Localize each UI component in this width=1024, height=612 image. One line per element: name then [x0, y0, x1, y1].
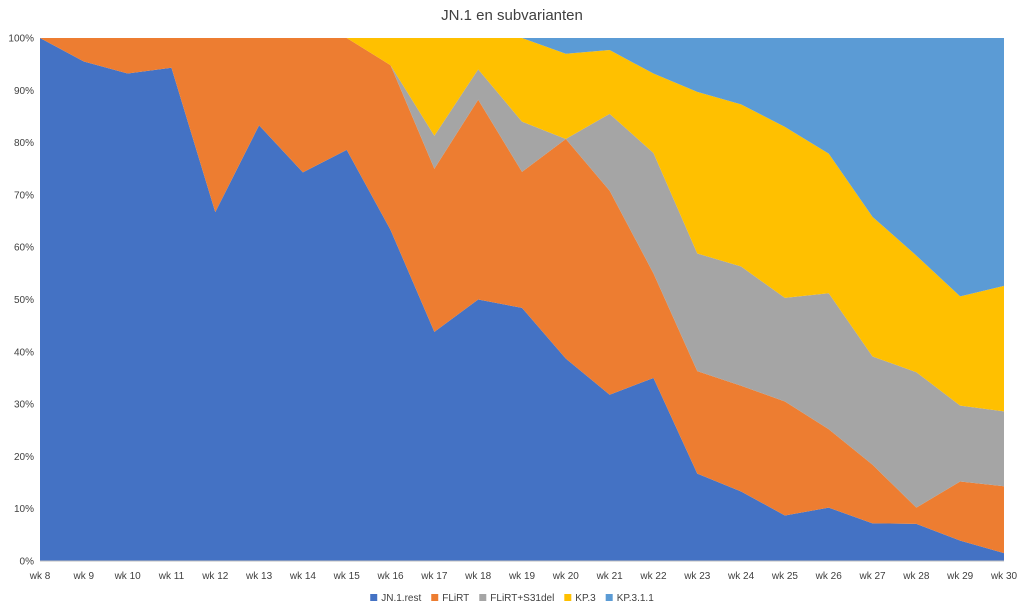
x-tick-label: wk 20: [552, 571, 580, 582]
area-flirt-s31del: [40, 38, 1004, 508]
y-tick-label: 70%: [14, 190, 34, 201]
x-tick-label: wk 13: [245, 571, 273, 582]
area-series-group: [40, 38, 1004, 561]
legend-swatch: [564, 594, 572, 601]
chart-title: JN.1 en subvarianten: [441, 7, 583, 24]
x-axis-ticks: wk 8 wk 9 wk 10 wk 11 wk 12 wk 13 wk 14 wk 15 wk…: [29, 571, 1018, 582]
y-tick-label: 90%: [14, 86, 34, 97]
y-tick-label: 10%: [14, 504, 34, 515]
x-tick-label: wk 22: [639, 571, 667, 582]
legend-swatch: [370, 594, 378, 601]
x-tick-label: wk 9: [73, 571, 95, 582]
x-tick-label: wk 21: [596, 571, 624, 582]
y-tick-label: 30%: [14, 400, 34, 411]
x-tick-label: wk 25: [771, 571, 799, 582]
y-tick-label: 40%: [14, 347, 34, 358]
legend: JN.1.rest FLiRT FLiRT+S31del KP.3 KP.3.1.1: [370, 593, 654, 604]
x-tick-label: wk 30: [990, 571, 1018, 582]
x-tick-label: wk 12: [201, 571, 229, 582]
area-kp-3: [40, 38, 1004, 412]
x-tick-label: wk 23: [683, 571, 711, 582]
x-tick-label: wk 18: [464, 571, 492, 582]
y-tick-label: 100%: [8, 34, 34, 45]
x-tick-label: wk 8: [29, 571, 51, 582]
x-tick-label: wk 15: [333, 571, 361, 582]
x-tick-label: wk 24: [727, 571, 755, 582]
x-tick-label: wk 16: [376, 571, 404, 582]
x-tick-label: wk 27: [858, 571, 886, 582]
x-tick-label: wk 10: [114, 571, 142, 582]
x-tick-label: wk 19: [508, 571, 536, 582]
legend-label: KP.3: [575, 593, 596, 604]
legend-label: FLiRT+S31del: [490, 593, 554, 604]
x-tick-label: wk 28: [902, 571, 930, 582]
area-flirt: [40, 38, 1004, 554]
legend-label: KP.3.1.1: [617, 593, 655, 604]
x-tick-label: wk 26: [815, 571, 843, 582]
y-axis-ticks: 0% 10% 20% 30% 40% 50% 60% 70% 80% 90% 100%: [8, 34, 34, 568]
area-kp-3-1-1: [40, 38, 1004, 297]
x-tick-label: wk 14: [289, 571, 317, 582]
y-tick-label: 80%: [14, 138, 34, 149]
legend-label: JN.1.rest: [381, 593, 421, 604]
legend-label: FLiRT: [442, 593, 469, 604]
x-tick-label: wk 17: [420, 571, 448, 582]
x-tick-label: wk 29: [946, 571, 974, 582]
legend-swatch: [605, 594, 613, 601]
legend-swatch: [431, 594, 439, 601]
area-jn-1-rest: [40, 38, 1004, 561]
y-tick-label: 60%: [14, 243, 34, 254]
y-tick-label: 0%: [20, 557, 35, 568]
y-tick-label: 50%: [14, 295, 34, 306]
legend-swatch: [479, 594, 487, 601]
y-tick-label: 20%: [14, 452, 34, 463]
x-tick-label: wk 11: [158, 571, 185, 582]
